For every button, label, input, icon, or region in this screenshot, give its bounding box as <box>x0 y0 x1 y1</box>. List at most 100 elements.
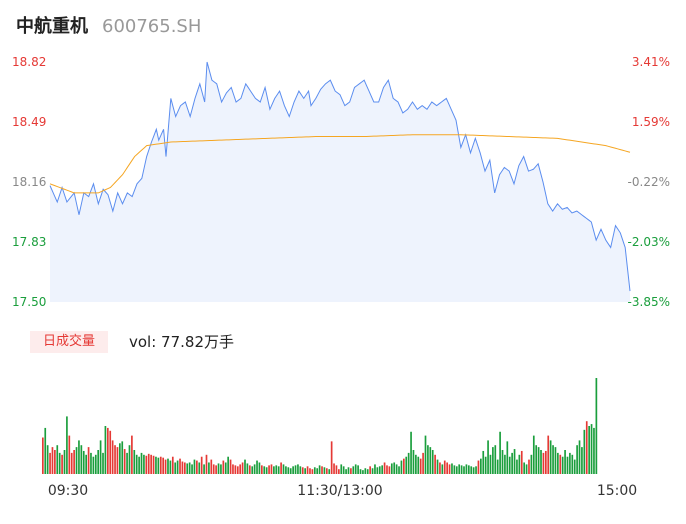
volume-bar <box>188 462 191 474</box>
volume-bar <box>215 465 217 474</box>
volume-bar <box>78 440 80 474</box>
volume-bar <box>116 447 119 474</box>
volume-bar <box>145 455 148 474</box>
volume-bar <box>256 460 258 474</box>
volume-bar <box>516 459 518 474</box>
percent-tick-label: -2.03% <box>628 235 670 249</box>
volume-bar <box>234 465 237 474</box>
volume-bar <box>51 447 54 474</box>
volume-bar <box>564 450 566 474</box>
volume-bar <box>171 456 174 474</box>
time-tick-label: 15:00 <box>597 483 637 499</box>
volume-bar <box>593 427 595 474</box>
volume-bar <box>482 450 485 474</box>
volume-bar <box>386 465 388 474</box>
volume-bar <box>429 447 432 474</box>
volume-bar <box>200 456 203 474</box>
volume-bar <box>395 464 398 474</box>
percent-tick-label: -3.85% <box>628 295 670 309</box>
volume-bar <box>109 430 112 474</box>
volume-bar <box>85 454 87 474</box>
volume-bar <box>94 454 97 474</box>
volume-bar <box>578 440 581 474</box>
volume-bar <box>258 462 261 474</box>
volume-bar <box>487 440 489 474</box>
volume-bar <box>431 450 434 474</box>
volume-bar <box>44 427 47 474</box>
volume-bar <box>321 466 323 474</box>
volume-bar <box>54 450 56 474</box>
volume-bar <box>193 459 196 474</box>
volume-bar <box>374 464 376 474</box>
pct-axis-labels: 3.41% 1.59% -0.22% -2.03% -3.85% <box>628 55 670 309</box>
volume-bar <box>540 450 542 474</box>
volume-bar <box>362 470 364 474</box>
volume-bar <box>477 460 480 474</box>
volume-bar <box>169 460 172 474</box>
volume-bars-layer <box>42 378 598 474</box>
volume-bar <box>294 465 297 474</box>
volume-bar <box>350 468 352 474</box>
volume-bar <box>590 424 593 474</box>
volume-bar <box>525 464 528 474</box>
volume-bar <box>176 460 179 474</box>
volume-bar <box>123 449 126 474</box>
volume-bar <box>198 462 201 474</box>
volume-bar <box>58 452 61 474</box>
volume-bar <box>566 456 569 474</box>
volume-bar <box>583 429 586 474</box>
volume-bar <box>140 452 143 474</box>
volume-bar <box>309 468 311 474</box>
volume-bar <box>75 447 78 474</box>
time-axis-labels: 09:30 11:30/13:00 15:00 <box>48 483 637 499</box>
volume-bar <box>535 445 538 474</box>
volume-bar <box>285 466 287 474</box>
volume-bar <box>73 450 75 474</box>
volume-bar <box>415 454 417 474</box>
stock-name: 中航重机 <box>16 16 88 37</box>
volume-bar <box>241 462 244 474</box>
price-tick-label: 18.49 <box>12 115 46 129</box>
volume-bar <box>63 450 66 474</box>
volume-bar <box>301 467 304 474</box>
volume-bar <box>427 445 429 474</box>
volume-bar <box>552 445 554 474</box>
volume-bar <box>289 468 292 474</box>
volume-bar <box>352 466 355 474</box>
stock-header: 中航重机 600765.SH <box>16 12 201 40</box>
volume-bar <box>287 467 290 474</box>
volume-bar <box>434 454 436 474</box>
volume-bar <box>530 454 533 474</box>
volume-bar <box>448 464 451 474</box>
volume-bar <box>80 445 83 474</box>
volume-bar <box>465 464 468 474</box>
volume-bar <box>451 463 453 474</box>
volume-bar <box>265 467 268 474</box>
volume-bar <box>455 466 458 474</box>
volume-bar <box>532 435 535 474</box>
volume-bar <box>520 450 523 474</box>
volume-tab[interactable]: 日成交量 <box>30 331 108 353</box>
volume-bar <box>403 458 405 474</box>
volume-bar <box>253 464 256 474</box>
volume-bar <box>439 462 441 474</box>
volume-bar <box>68 435 71 474</box>
volume-bar <box>239 464 242 474</box>
volume-bar <box>304 468 306 474</box>
price-axis-labels: 18.82 18.49 18.16 17.83 17.50 <box>12 55 46 309</box>
stock-code: 600765.SH <box>102 16 202 37</box>
volume-bar <box>585 421 588 474</box>
volume-bar <box>518 454 521 474</box>
volume-bar <box>275 465 278 474</box>
volume-bar <box>376 467 379 474</box>
price-tick-label: 18.82 <box>12 55 46 69</box>
volume-bar <box>393 462 396 474</box>
volume-bar <box>306 466 309 474</box>
volume-bar <box>576 445 578 474</box>
volume-bar <box>463 466 465 474</box>
volume-bar <box>595 378 598 474</box>
volume-bar <box>388 466 391 474</box>
volume-bar <box>251 466 254 474</box>
volume-bar <box>496 459 499 474</box>
volume-bar <box>191 464 193 474</box>
